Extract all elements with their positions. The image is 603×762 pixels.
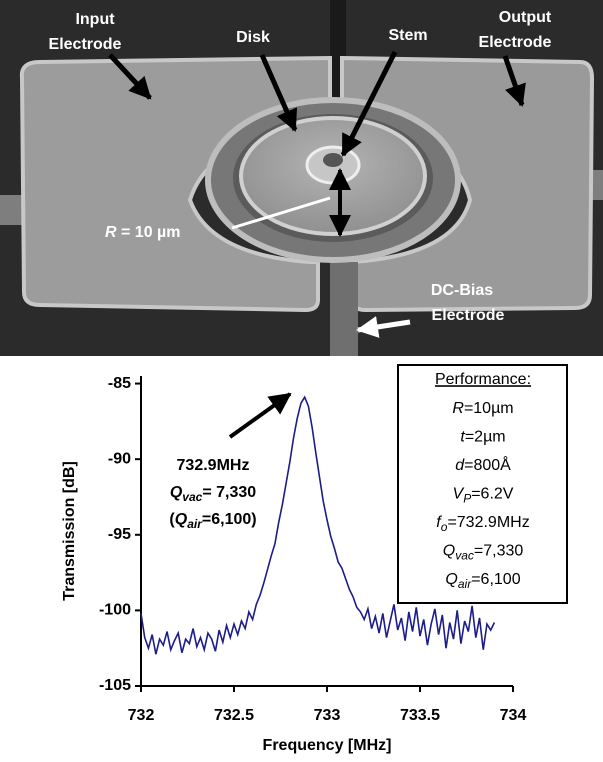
text-part: =6,100) bbox=[202, 511, 257, 528]
symbol: f bbox=[436, 514, 442, 531]
annotation: Qvac= 7,330 bbox=[170, 484, 256, 504]
x-tick-label: 733.5 bbox=[400, 707, 440, 724]
text-part: =6.2V bbox=[471, 486, 514, 503]
sem-image bbox=[0, 0, 603, 356]
symbol: Q bbox=[175, 511, 188, 528]
symbol: Q bbox=[445, 571, 457, 588]
label: Electrode bbox=[479, 34, 552, 51]
annotation: (Qair=6,100) bbox=[169, 511, 256, 531]
image-labels: Input Electrode Disk Stem Output Electro… bbox=[49, 9, 552, 324]
performance-line: Qair=6,100 bbox=[445, 571, 520, 591]
x-tick-label: 732 bbox=[128, 707, 155, 724]
performance-line: VP=6.2V bbox=[453, 486, 514, 506]
symbol: t bbox=[460, 429, 465, 446]
performance-line: t=2µm bbox=[460, 429, 505, 446]
y-tick-label: -95 bbox=[108, 526, 131, 543]
symbol: d bbox=[455, 457, 465, 474]
text-part: ( bbox=[169, 511, 175, 528]
subscript: vac bbox=[455, 549, 474, 563]
label: Disk bbox=[236, 29, 270, 46]
symbol: R bbox=[105, 224, 117, 241]
text-part: =7,330 bbox=[474, 543, 523, 560]
performance-line: fo=732.9MHz bbox=[436, 514, 529, 534]
performance-line: Qvac=7,330 bbox=[443, 543, 524, 563]
symbol: V bbox=[453, 486, 465, 503]
text-part: = 7,330 bbox=[202, 484, 256, 501]
label: Input bbox=[75, 11, 115, 28]
trace bbox=[140, 395, 496, 655]
x-axis-label: Frequency [MHz] bbox=[263, 737, 392, 754]
subscript: air bbox=[187, 517, 203, 531]
symbol: Q bbox=[443, 543, 455, 560]
text-part: =2µm bbox=[465, 429, 506, 446]
y-tick-label: -100 bbox=[99, 602, 131, 619]
performance-box bbox=[397, 364, 568, 604]
x-tick-label: 733 bbox=[314, 707, 341, 724]
subscript: air bbox=[458, 577, 472, 591]
annotation: 732.9MHz bbox=[177, 457, 250, 474]
symbol: R bbox=[452, 400, 464, 417]
label: Output bbox=[499, 9, 552, 26]
text-part: =6,100 bbox=[471, 571, 520, 588]
y-tick-label: -105 bbox=[99, 677, 131, 694]
label: DC-Bias bbox=[431, 282, 493, 299]
text-part: = 10 µm bbox=[117, 224, 181, 241]
subscript: o bbox=[441, 520, 448, 534]
label: R = 10 µm bbox=[105, 224, 180, 241]
performance-heading: Performance: bbox=[435, 371, 531, 388]
subscript: vac bbox=[182, 490, 202, 504]
y-tick-label: -90 bbox=[108, 450, 131, 467]
label: Stem bbox=[388, 27, 427, 44]
label: Electrode bbox=[432, 307, 505, 324]
label: Electrode bbox=[49, 36, 122, 53]
text-part: =10µm bbox=[464, 400, 514, 417]
text-part: =732.9MHz bbox=[447, 514, 529, 531]
x-tick-label: 732.5 bbox=[214, 707, 254, 724]
performance-line: d=800Å bbox=[455, 455, 511, 474]
subscript: P bbox=[463, 492, 471, 506]
symbol: Q bbox=[170, 484, 183, 501]
y-tick-label: -85 bbox=[108, 375, 131, 392]
y-axis-label: Transmission [dB] bbox=[61, 461, 78, 601]
x-tick-label: 734 bbox=[500, 707, 527, 724]
text-part: =800Å bbox=[464, 455, 511, 474]
performance-line: R=10µm bbox=[452, 400, 513, 417]
